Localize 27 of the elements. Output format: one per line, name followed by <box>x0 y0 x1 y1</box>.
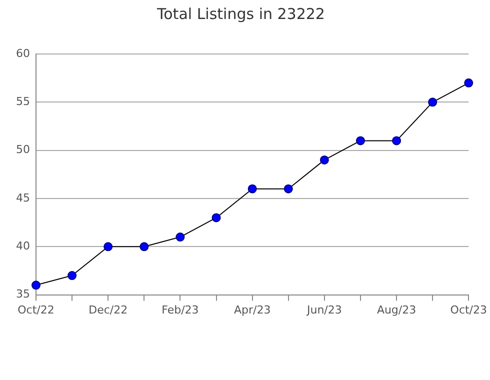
x-tick-label: Feb/23 <box>162 303 199 316</box>
x-tick-label: Dec/22 <box>88 303 128 316</box>
x-tick-label: Aug/23 <box>376 303 416 316</box>
x-tick-label: Jun/23 <box>306 303 342 316</box>
y-tick-label: 45 <box>16 191 30 204</box>
y-tick-label: 50 <box>16 143 30 156</box>
point <box>104 242 113 252</box>
chart-title: Total Listings in 23222 <box>156 4 325 23</box>
point <box>392 136 402 146</box>
point <box>464 78 474 88</box>
point <box>356 136 365 146</box>
x-tick-label: Oct/23 <box>450 303 488 316</box>
point <box>212 213 221 222</box>
y-tick-label: 60 <box>16 46 30 60</box>
y-tick-label: 40 <box>16 240 30 252</box>
y-tick-label: 55 <box>16 95 30 108</box>
point <box>248 184 257 194</box>
x-tick-label: Oct/22 <box>18 303 54 316</box>
y-tick-label: 35 <box>16 288 30 301</box>
point <box>428 98 438 107</box>
point <box>320 155 329 164</box>
point <box>284 184 293 194</box>
point <box>140 242 149 252</box>
x-tick-label: Apr/23 <box>234 303 271 316</box>
point <box>68 271 77 280</box>
point <box>176 232 185 242</box>
point <box>31 280 40 290</box>
